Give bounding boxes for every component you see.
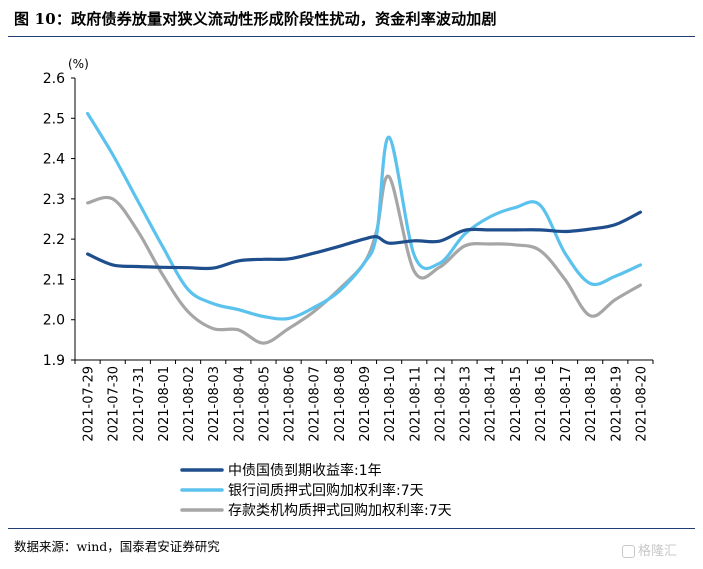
x-tick-label: 2021-07-29	[82, 366, 97, 442]
x-tick-label: 2021-08-03	[207, 366, 222, 442]
legend-label-2: 银行间质押式回购加权利率:7天	[228, 482, 424, 499]
watermark-logo-icon	[622, 545, 635, 558]
x-tick-label: 2021-08-12	[433, 366, 448, 442]
x-tick-label: 2021-08-02	[182, 366, 197, 442]
x-tick-label: 2021-08-15	[509, 366, 524, 442]
x-tick-label: 2021-08-13	[459, 366, 474, 442]
y-tick-label: 2.0	[43, 313, 65, 329]
watermark-text: 格隆汇	[638, 544, 678, 559]
y-tick-label: 2.1	[43, 272, 65, 288]
bottom-rule	[8, 528, 695, 529]
y-axis-label: (%)	[68, 57, 89, 71]
x-tick-label: 2021-08-10	[383, 366, 398, 442]
x-axis: 2021-07-29 2021-07-30 2021-07-31 2021-08-01…	[74, 359, 654, 442]
x-tick-label: 2021-08-18	[584, 366, 599, 442]
y-axis: 1.9 2.0 2.1 2.2 2.3 2.4 2.5 2.6	[43, 71, 76, 369]
x-tick-label: 2021-08-09	[358, 366, 373, 442]
x-tick-label: 2021-08-19	[609, 366, 624, 442]
x-tick-label: 2021-08-04	[232, 366, 247, 442]
chart: (%) 1.92.02.12.22.32.42.52.6 2021-07-29 2…	[43, 57, 654, 519]
legend-label-1: 中债国债到期收益率:1年	[228, 462, 382, 479]
x-tick-label: 2021-08-06	[283, 366, 298, 442]
x-tick-label: 2021-08-01	[157, 366, 172, 442]
y-tick-label: 2.6	[43, 71, 65, 87]
x-tick-label: 2021-07-31	[132, 366, 147, 442]
y-tick-label: 2.3	[43, 192, 65, 208]
y-tick-label: 2.2	[43, 232, 65, 248]
series-line-2	[86, 111, 642, 321]
data-source-note: 数据来源：wind，国泰君安证券研究	[14, 539, 220, 554]
series-line-1	[86, 210, 642, 271]
top-rule	[8, 36, 695, 37]
y-tick-label: 2.5	[43, 111, 65, 127]
figure-title: 图 10：政府债券放量对狭义流动性形成阶段性扰动，资金利率波动加剧	[14, 10, 497, 28]
legend-label-3: 存款类机构质押式回购加权利率:7天	[228, 502, 452, 519]
y-tick-label: 2.4	[43, 152, 65, 168]
x-tick-label: 2021-08-17	[559, 366, 574, 442]
x-tick-label: 2021-08-20	[634, 366, 649, 442]
x-tick-label: 2021-08-08	[333, 366, 348, 442]
x-tick-label: 2021-08-14	[484, 366, 499, 442]
x-tick-label: 2021-08-11	[408, 366, 423, 442]
x-tick-label: 2021-08-05	[257, 366, 272, 442]
series-lines	[86, 111, 642, 345]
y-tick-label: 1.9	[43, 353, 65, 369]
legend: 中债国债到期收益率:1年银行间质押式回购加权利率:7天存款类机构质押式回购加权利…	[180, 462, 452, 519]
x-tick-label: 2021-07-30	[107, 366, 122, 442]
x-tick-label: 2021-08-16	[534, 366, 549, 442]
x-tick-label: 2021-08-07	[308, 366, 323, 442]
watermark: 格隆汇	[622, 540, 677, 559]
